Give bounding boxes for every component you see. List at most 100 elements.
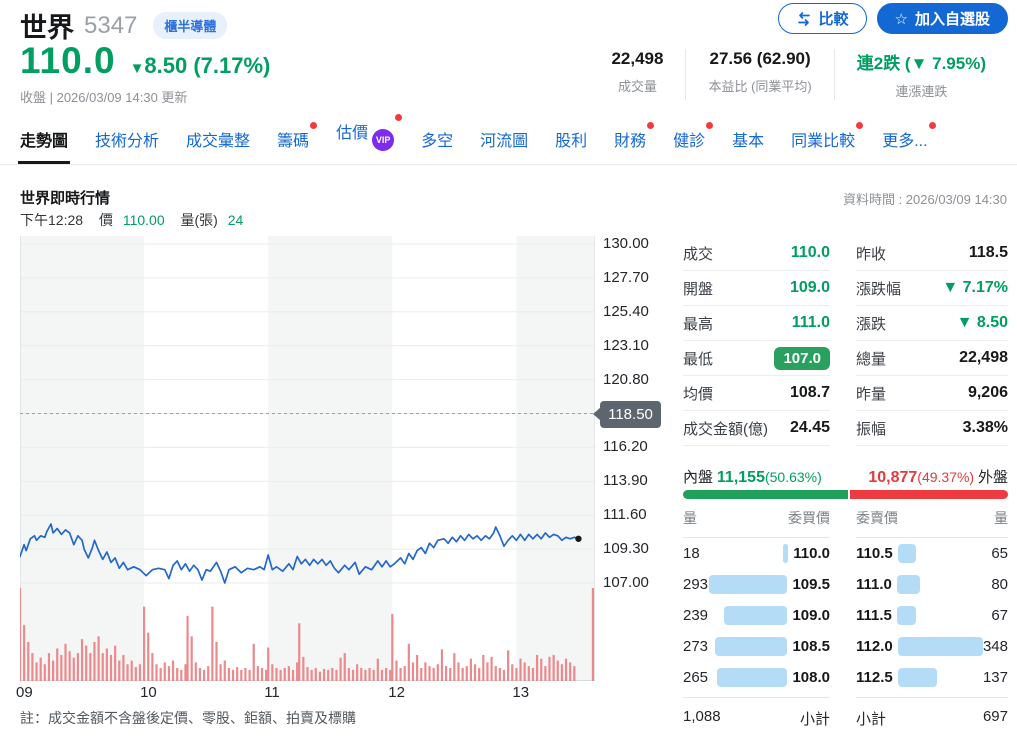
header-stats: 22,498 成交量 27.56 (62.90) 本益比 (同業平均) 連2跌 (▼ 7… [589,49,1008,100]
quote-row: 最高 111.0 [683,306,830,341]
buy-subtotal-value: 1,088 [683,708,721,725]
tab-河流圖[interactable]: 河流圖 [480,133,529,150]
y-tick-label: 120.80 [603,370,649,388]
ask-price[interactable]: 111.5 [856,607,892,624]
inner-label: 內盤 [683,469,714,486]
tab-同業比較[interactable]: 同業比較 [791,122,864,164]
tab-多空[interactable]: 多空 [421,133,454,150]
ask-qty: 65 [991,545,1008,562]
notification-dot-icon [856,122,864,129]
ask-price[interactable]: 110.5 [856,545,893,562]
bid-price[interactable]: 109.5 [792,576,830,593]
inner-outer-row: 內盤 11,155(50.63%) 10,877(49.37%) 外盤 [683,466,1008,487]
tab-基本[interactable]: 基本 [732,133,765,150]
price-change-text: 8.50 (7.17%) [144,53,271,78]
chart-canvas[interactable] [18,236,595,681]
bid-row: 18 110.0 [683,538,830,569]
quote-label: 漲跌幅 [856,280,902,298]
bid-price[interactable]: 109.0 [792,607,830,624]
buy-qty-header: 量 [683,510,697,526]
tab-籌碼[interactable]: 籌碼 [277,122,318,164]
stat-value: 連2跌 (▼ 7.95%) [856,54,986,73]
bid-depth-bar [716,668,788,687]
quote-row: 漲跌幅 ▼ 7.17% [856,271,1008,306]
tab-成交彙整[interactable]: 成交彙整 [186,133,251,150]
quote-value: 9,206 [967,384,1008,401]
compare-button[interactable]: 比較 [777,3,867,34]
ask-qty: 67 [991,607,1008,624]
outer-bar-segment [849,490,1008,499]
bid-price[interactable]: 110.0 [793,545,830,562]
tab-股利[interactable]: 股利 [555,133,588,150]
bid-depth-bar [709,575,788,594]
quote-label: 成交 [683,245,714,263]
crosshair-vol-label: 量(張) [180,212,218,228]
sell-qty-header: 量 [994,510,1008,526]
stat-label: 本益比 (同業平均) [708,79,812,94]
tab-技術分析[interactable]: 技術分析 [95,133,160,150]
bid-qty: 273 [683,638,709,655]
header-actions: 比較 ☆ 加入自選股 [777,3,1008,34]
ask-qty: 348 [982,638,1008,655]
bid-row: 273 108.5 [683,631,830,662]
notification-dot-icon [395,114,403,121]
x-tick-label: 09 [16,684,33,701]
quote-row: 均價 108.7 [683,376,830,411]
ask-price[interactable]: 112.0 [856,638,893,655]
quote-label: 最低 [683,350,714,368]
y-tick-label: 125.40 [603,302,649,320]
quote-label: 昨量 [856,385,887,403]
quote-grid: 成交 110.0 昨收 118.5 開盤 109.0 漲跌幅 ▼ 7.17% 最高 111.0 漲跌… [683,236,1008,446]
tab-估價[interactable]: 估價 VIP [336,114,403,164]
buy-price-header: 委買價 [788,510,830,526]
quote-row: 昨量 9,206 [856,376,1008,411]
quote-panel: 成交 110.0 昨收 118.5 開盤 109.0 漲跌幅 ▼ 7.17% 最高 111.0 漲跌… [683,236,1008,728]
quote-value: 24.45 [789,419,830,436]
prev-close-badge: 118.50 [593,400,661,428]
bid-depth-bar [783,544,789,563]
quote-value: 107.0 [774,346,830,370]
sell-subtotal-value: 697 [982,708,1008,725]
header-stat: 22,498 成交量 [589,49,685,100]
category-badge[interactable]: 櫃半導體 [153,12,228,39]
bid-qty: 293 [683,576,709,593]
tab-走勢圖[interactable]: 走勢圖 [17,127,71,164]
ask-price[interactable]: 112.5 [856,669,893,686]
y-tick-label: 109.30 [603,540,649,558]
bid-qty: 239 [683,607,709,624]
order-book-sell-column: 委賣價 量 110.5 65 111.0 80 111.5 67 112.0 348 112.5… [856,508,1008,729]
ask-qty: 137 [982,669,1008,686]
y-tick-label: 107.00 [603,574,649,591]
ask-row: 111.0 80 [856,569,1008,600]
add-watchlist-label: 加入自選股 [914,11,990,28]
y-tick-label: 111.60 [603,506,647,524]
price-row: 110.0 ▼8.50 (7.17%) [20,40,270,82]
bid-row: 239 109.0 [683,600,830,631]
sell-subtotal-row: 小計 697 [856,697,1008,729]
add-watchlist-button[interactable]: ☆ 加入自選股 [876,3,1008,34]
header-stat: 27.56 (62.90) 本益比 (同業平均) [685,49,833,100]
inner-outer-bar [683,490,1008,499]
ask-qty: 80 [991,576,1008,593]
ask-depth-bar [897,637,983,656]
bar-divider [847,490,850,499]
quote-row: 成交 110.0 [683,236,830,271]
tab-健診[interactable]: 健診 [673,122,714,164]
ask-depth-bar [896,575,920,594]
crosshair-readout: 下午12:28 價 110.00 量(張) 24 [20,210,243,230]
intraday-chart[interactable] [18,236,595,681]
header-stat: 連2跌 (▼ 7.95%) 連漲連跌 [833,49,1008,100]
bid-row: 265 108.0 [683,662,830,693]
quote-row: 振幅 3.38% [856,411,1008,446]
bid-price[interactable]: 108.0 [792,669,830,686]
tab-財務[interactable]: 財務 [614,122,655,164]
sell-subtotal-label: 小計 [856,711,887,728]
bid-price[interactable]: 108.5 [792,638,830,655]
vip-badge: VIP [372,129,395,151]
ask-price[interactable]: 111.0 [856,576,892,593]
order-book-buy-column: 量 委買價 18 110.0 293 109.5 239 109.0 273 108.5 265… [683,508,830,729]
quote-row: 昨收 118.5 [856,236,1008,271]
buy-subtotal-label: 小計 [799,711,830,728]
tab-更多...[interactable]: 更多... [882,122,936,164]
